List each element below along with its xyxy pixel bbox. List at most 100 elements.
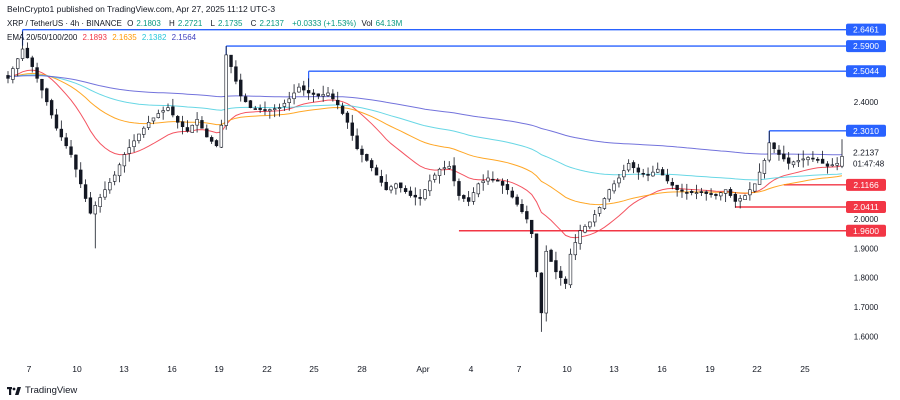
candle [753, 184, 756, 193]
candle-body [812, 158, 815, 159]
candle [167, 104, 170, 112]
candle [555, 252, 558, 279]
candle [627, 159, 630, 172]
candle-body [278, 108, 281, 109]
candle [676, 185, 679, 197]
candle-body [472, 193, 475, 202]
candle-body [506, 184, 509, 189]
candle-body [113, 175, 116, 181]
candle-body [239, 80, 242, 96]
candle-body [414, 195, 417, 197]
candle [414, 187, 417, 205]
resistance-levels: 2.6461 2.5900 2.5044 2.3010 [23, 24, 886, 147]
candle-body [419, 197, 422, 198]
candle-body [128, 148, 131, 154]
candle [656, 163, 659, 173]
candle [622, 165, 625, 180]
candle [336, 92, 339, 109]
candle-body [104, 190, 107, 197]
candle-body [74, 155, 77, 169]
candle [564, 276, 567, 289]
candle-body [802, 159, 805, 160]
candle-body [744, 196, 747, 200]
candle-body [433, 175, 436, 179]
candle-body [302, 86, 305, 90]
candle [390, 185, 393, 194]
candle [816, 157, 819, 163]
candle [710, 188, 713, 197]
candle [293, 84, 296, 104]
resistance-level-label: 2.5900 [853, 41, 879, 51]
countdown-label: 01:47:48 [853, 159, 885, 168]
candle-body [186, 127, 189, 131]
candle [322, 86, 325, 102]
candle [690, 189, 693, 195]
y-tick-label: 1.8000 [854, 274, 879, 283]
candle-body [729, 189, 732, 195]
candle-body [792, 162, 795, 165]
candle-body [715, 194, 718, 195]
x-tick-label: 16 [167, 364, 177, 374]
candle-body [651, 172, 654, 176]
x-tick-label: 16 [657, 364, 667, 374]
candle-body [530, 220, 533, 233]
resistance-level-label: 2.6461 [853, 25, 879, 35]
candle-body [196, 119, 199, 125]
candle-body [283, 103, 286, 106]
candle-body [220, 125, 223, 147]
resistance-level-label: 2.5044 [853, 66, 879, 76]
support-level-label: 2.1166 [853, 180, 879, 190]
x-tick-label: 19 [705, 364, 715, 374]
x-tick-label: 19 [214, 364, 224, 374]
candle [55, 109, 58, 131]
candle-body [564, 279, 567, 283]
candle-body [268, 110, 271, 111]
current-price-label: 2.2137 [853, 147, 879, 157]
candle [778, 145, 781, 161]
candle-body [70, 147, 73, 155]
candle [768, 131, 771, 162]
candle [191, 125, 194, 133]
candle-body [385, 182, 388, 189]
candle-body [807, 157, 810, 159]
candle-body [380, 176, 383, 182]
candle-body [559, 271, 562, 278]
candle [60, 120, 63, 140]
candle-body [443, 168, 446, 169]
candle-body [45, 89, 48, 102]
candle [681, 184, 684, 198]
candle-body [191, 125, 194, 132]
tradingview-footer: TradingView [7, 385, 77, 396]
candle-body [181, 122, 184, 127]
candle-body [787, 158, 790, 164]
candle-body [758, 172, 761, 184]
ema-lines [8, 70, 842, 238]
candle [138, 134, 141, 144]
candle-body [525, 211, 528, 219]
candle-body [264, 109, 267, 110]
candle-body [666, 175, 669, 181]
candle-body [608, 190, 611, 199]
candle [491, 171, 494, 182]
candle-body [574, 242, 577, 254]
candle-body [627, 163, 630, 170]
candle [467, 191, 470, 206]
candle-body [288, 99, 291, 103]
candle [118, 163, 121, 183]
candle [157, 110, 160, 119]
candle [433, 173, 436, 183]
candle-body [99, 198, 102, 207]
candle-body [395, 184, 398, 188]
candle [84, 179, 87, 202]
candle [351, 115, 354, 141]
candle-body [516, 197, 519, 204]
candle [797, 154, 800, 167]
candle [74, 154, 77, 177]
candle-body [331, 94, 334, 99]
candle [11, 66, 14, 83]
candle [288, 92, 291, 111]
candle-body [821, 159, 824, 163]
candle-body [705, 192, 708, 194]
candle [128, 139, 131, 161]
